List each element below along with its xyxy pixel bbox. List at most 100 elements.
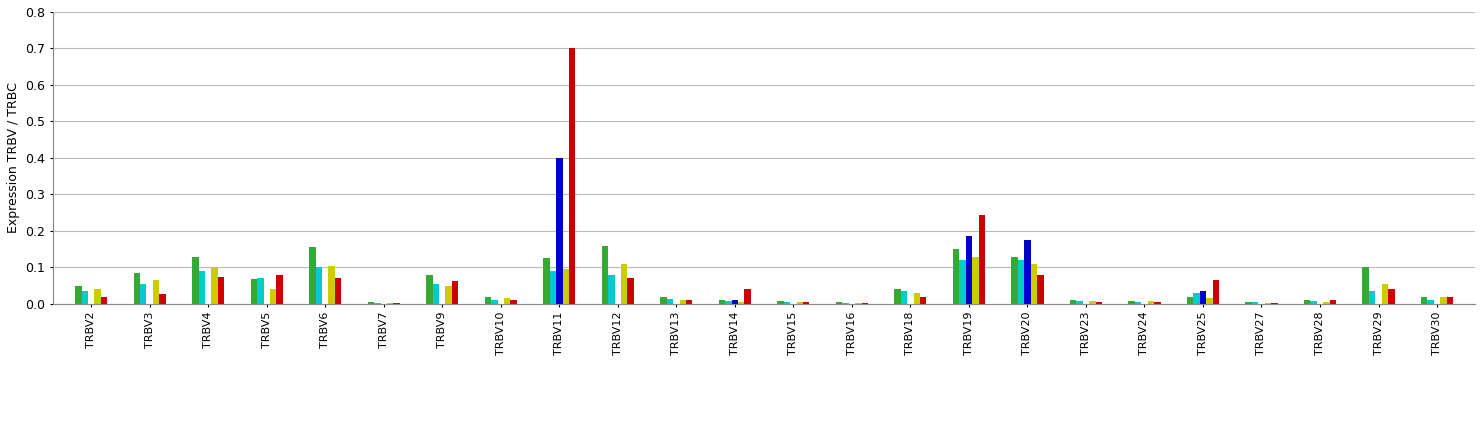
Bar	[1089, 301, 1095, 304]
Bar	[1011, 257, 1018, 304]
Bar	[1212, 280, 1220, 304]
Bar	[1446, 297, 1454, 304]
Bar	[667, 299, 673, 304]
Bar	[602, 245, 608, 304]
Bar	[160, 294, 166, 304]
Bar	[836, 302, 842, 304]
Bar	[1024, 240, 1030, 304]
Bar	[972, 257, 978, 304]
Bar	[953, 249, 959, 304]
Bar	[1252, 302, 1258, 304]
Bar	[393, 303, 400, 304]
Bar	[139, 284, 147, 304]
Bar	[256, 278, 264, 304]
Bar	[1030, 264, 1037, 304]
Bar	[316, 267, 322, 304]
Bar	[446, 286, 452, 304]
Bar	[563, 269, 569, 304]
Bar	[329, 266, 335, 304]
Bar	[901, 291, 907, 304]
Bar	[978, 215, 986, 304]
Bar	[199, 271, 205, 304]
Bar	[1310, 301, 1317, 304]
Bar	[686, 300, 692, 304]
Bar	[310, 247, 316, 304]
Bar	[608, 275, 615, 304]
Bar	[621, 264, 627, 304]
Bar	[1076, 301, 1083, 304]
Bar	[959, 260, 966, 304]
Bar	[1389, 289, 1395, 304]
Bar	[803, 302, 809, 304]
Bar	[732, 300, 738, 304]
Bar	[1206, 299, 1212, 304]
Bar	[661, 297, 667, 304]
Bar	[855, 303, 861, 304]
Bar	[133, 273, 139, 304]
Bar	[725, 301, 732, 304]
Bar	[1304, 300, 1310, 304]
Bar	[1070, 300, 1076, 304]
Bar	[966, 236, 972, 304]
Bar	[719, 300, 725, 304]
Bar	[1362, 267, 1369, 304]
Bar	[784, 302, 790, 304]
Bar	[569, 48, 575, 304]
Bar	[1369, 291, 1375, 304]
Bar	[387, 303, 393, 304]
Bar	[1427, 299, 1433, 304]
Y-axis label: Expression TRBV / TRBC: Expression TRBV / TRBC	[7, 83, 19, 233]
Bar	[82, 291, 87, 304]
Bar	[1200, 291, 1206, 304]
Bar	[1272, 303, 1277, 304]
Bar	[1154, 302, 1160, 304]
Bar	[556, 158, 563, 304]
Bar	[894, 289, 901, 304]
Bar	[95, 289, 101, 304]
Bar	[1381, 284, 1389, 304]
Bar	[276, 275, 283, 304]
Bar	[218, 277, 224, 304]
Bar	[452, 281, 458, 304]
Bar	[504, 299, 510, 304]
Bar	[1245, 302, 1252, 304]
Bar	[1421, 297, 1427, 304]
Bar	[1128, 301, 1135, 304]
Bar	[193, 257, 199, 304]
Bar	[680, 300, 686, 304]
Bar	[1147, 301, 1154, 304]
Bar	[777, 301, 784, 304]
Bar	[738, 302, 744, 304]
Bar	[913, 293, 920, 304]
Bar	[1135, 302, 1141, 304]
Bar	[1264, 303, 1272, 304]
Bar	[270, 289, 276, 304]
Bar	[627, 278, 634, 304]
Bar	[1037, 275, 1043, 304]
Bar	[744, 289, 751, 304]
Bar	[510, 300, 517, 304]
Bar	[76, 287, 82, 304]
Bar	[368, 303, 373, 304]
Bar	[1018, 260, 1024, 304]
Bar	[250, 279, 256, 304]
Bar	[861, 303, 868, 304]
Bar	[1187, 297, 1193, 304]
Bar	[920, 297, 926, 304]
Bar	[550, 271, 556, 304]
Bar	[1095, 302, 1103, 304]
Bar	[373, 303, 381, 304]
Bar	[491, 300, 498, 304]
Bar	[101, 297, 107, 304]
Bar	[842, 303, 849, 304]
Bar	[1441, 297, 1446, 304]
Bar	[335, 278, 341, 304]
Bar	[427, 275, 433, 304]
Bar	[796, 302, 803, 304]
Bar	[544, 258, 550, 304]
Bar	[1329, 300, 1337, 304]
Bar	[433, 284, 439, 304]
Bar	[1323, 302, 1329, 304]
Bar	[485, 297, 491, 304]
Bar	[212, 267, 218, 304]
